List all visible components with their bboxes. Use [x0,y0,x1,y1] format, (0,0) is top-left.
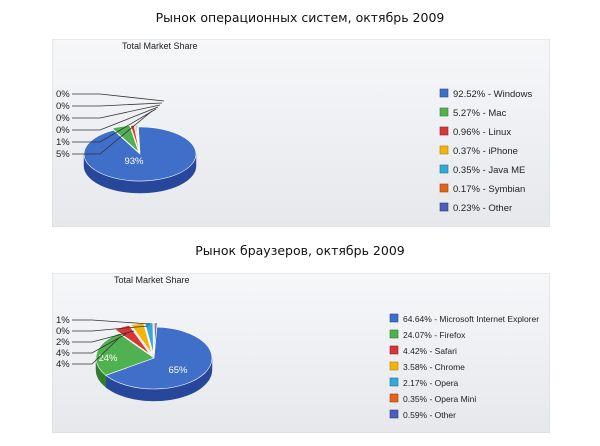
legend-label-opera-mini: 0.35% - Opera Mini [403,394,476,404]
os-chart-panel: Total Market Share 93% 0% 0% 0% 0% 1% 5% 92.52% … [52,39,550,227]
legend-swatch-firefox [389,329,399,339]
callout-label: 4% [56,348,70,359]
legend-label-java-me: 0.35% - Java ME [453,165,525,176]
legend-swatch-symbian [439,183,449,193]
callout-label: 4% [56,359,70,370]
pie-slice-safari [114,325,151,355]
legend-swatch-windows [439,88,449,98]
legend-label-iphone: 0.37% - iPhone [453,146,518,157]
pie-inner-label: 65% [168,365,188,376]
legend-label-symbian: 0.17% - Symbian [453,184,525,195]
chart-title: Total Market Share [114,275,190,285]
legend-label-chrome: 3.58% - Chrome [403,362,465,372]
callout-label: 2% [56,337,70,348]
callout-leader-line [72,108,157,143]
legend-label-other: 0.23% - Other [453,203,512,214]
legend-swatch-microsoft-internet-explorer [389,313,399,323]
callout-leader-line [72,325,149,332]
pie-slice-other [153,322,158,354]
callout-leader-line [72,110,153,155]
callout-label: 1% [56,315,70,326]
pie-slice-microsoft-internet-explorer [105,326,213,390]
pie-slice-mac [111,125,140,154]
browser-pie-chart: Total Market Share65%24%1%0%2%4%4%64.64%… [52,273,550,433]
legend-swatch-iphone [439,145,449,155]
callout-leader-line [72,104,161,119]
legend-swatch-opera [389,377,399,387]
browser-chart-panel: Total Market Share 65% 24% 1% 0% 2% 4% 4% 64.64%… [52,273,550,433]
legend-swatch-chrome [389,361,399,371]
pie-slice-firefox [95,332,155,376]
callout-leader-line [72,337,120,365]
legend-label-other: 0.59% - Other [403,410,456,420]
pie-inner-label: 93% [124,156,144,167]
legend-label-safari: 4.42% - Safari [403,346,457,356]
pie-slice-windows [83,126,197,182]
legend-label-mac: 5.27% - Mac [453,108,507,119]
callout-label: 5% [56,149,70,160]
legend-label-firefox: 24.07% - Firefox [403,330,466,340]
callout-leader-line [72,102,163,107]
callout-leader-line [72,333,127,354]
os-heading: Рынок операционных систем, октябрь 2009 [155,10,445,25]
legend-swatch-java-me [439,164,449,174]
callout-label: 0% [56,113,70,124]
callout-label: 1% [56,137,70,148]
pie-slice-opera [144,322,154,354]
legend-swatch-mac [439,107,449,117]
callout-leader-line [72,330,135,343]
os-pie-chart: Total Market Share93%0%0%0%0%1%5%92.52% … [52,39,550,227]
chart-title: Total Market Share [122,41,198,51]
legend-label-opera: 2.17% - Opera [403,378,459,388]
callout-label: 0% [56,125,70,136]
legend-swatch-opera-mini [389,393,399,403]
callout-leader-line [72,319,151,325]
legend-swatch-other [439,202,449,212]
legend-label-windows: 92.52% - Windows [453,89,532,100]
legend-swatch-linux [439,126,449,136]
legend-label-microsoft-internet-explorer: 64.64% - Microsoft Internet Explorer [403,314,539,324]
pie-inner-label: 24% [98,353,118,364]
legend-swatch-safari [389,345,399,355]
callout-label: 0% [56,101,70,112]
legend-label-linux: 0.96% - Linux [453,127,511,138]
callout-leader-line [72,106,159,131]
callout-leader-line [72,93,165,102]
callout-label: 0% [56,326,70,337]
browser-heading: Рынок браузеров, октябрь 2009 [195,243,405,258]
callout-label: 0% [56,89,70,100]
legend-swatch-other [389,409,399,419]
pie-slice-other [137,124,141,153]
